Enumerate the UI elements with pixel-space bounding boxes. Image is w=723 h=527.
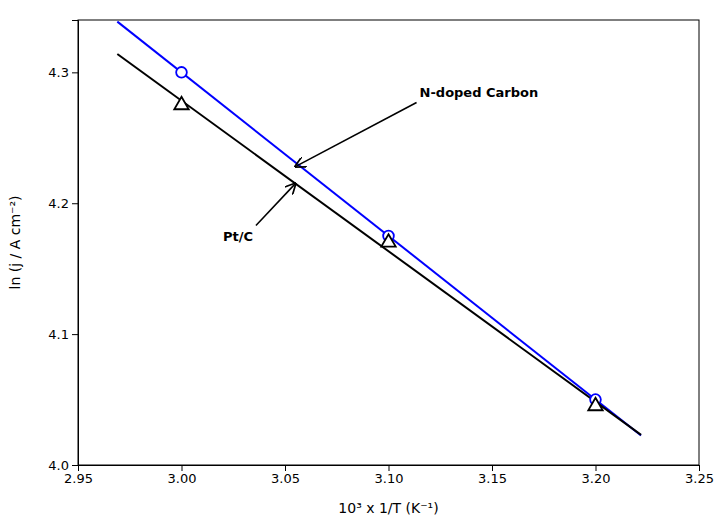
x-axis: 2.95 3.00 3.05 3.10 3.15 3.20 3.25 <box>64 465 714 486</box>
tick-mark <box>72 72 78 73</box>
tick-mark <box>72 334 78 335</box>
tick-mark <box>596 465 597 471</box>
data-point <box>174 97 188 109</box>
annotation: N-doped Carbon <box>420 85 539 100</box>
tick: 3.20 <box>582 465 611 486</box>
tick-label: 4.1 <box>48 327 69 342</box>
tick-mark <box>285 465 286 471</box>
tick-mark <box>182 465 183 471</box>
axis-line <box>79 466 700 472</box>
x-axis-title: 10³ x 1/T (K⁻¹) <box>338 500 438 516</box>
plot-frame <box>78 20 699 465</box>
data-point <box>588 398 602 410</box>
tick: 4.3 <box>48 65 78 80</box>
annotations: N-doped Carbon Pt/C <box>223 85 538 244</box>
tick: 4.1 <box>48 327 78 342</box>
tick-label: 4.2 <box>48 196 69 211</box>
tick-mark <box>389 465 390 471</box>
annotation-arrow <box>295 103 416 167</box>
fit-line <box>117 54 641 435</box>
tick-label: 4.3 <box>48 65 69 80</box>
tick: 3.05 <box>271 465 300 486</box>
tick-label: 3.10 <box>375 471 404 486</box>
tick-mark <box>72 465 78 466</box>
tick-label: 3.00 <box>168 471 197 486</box>
tick-label: 3.25 <box>685 471 714 486</box>
tick-label: 4.0 <box>48 458 69 473</box>
plot-area: 2.95 3.00 3.05 3.10 3.15 3.20 3.25 4.0 4.1 4.2 4.3… <box>48 20 714 486</box>
y-axis-title: ln (j / A cm⁻²) <box>7 195 23 289</box>
tick-mark <box>72 203 78 204</box>
tick: 3.10 <box>375 465 404 486</box>
tick: 4.2 <box>48 196 78 211</box>
tick-mark <box>492 465 493 471</box>
data-point <box>176 67 187 78</box>
tick: 3.00 <box>168 465 197 486</box>
tick-label: 3.05 <box>271 471 300 486</box>
tick-label: 3.15 <box>478 471 507 486</box>
tick: 4.0 <box>48 458 78 473</box>
tick-label: 2.95 <box>64 471 93 486</box>
data-point <box>381 234 395 246</box>
annotation-arrow <box>256 184 295 226</box>
tick-label: 3.20 <box>582 471 611 486</box>
tick: 3.25 <box>685 465 714 486</box>
annotation: Pt/C <box>223 229 253 244</box>
tick-mark <box>699 465 700 471</box>
y-axis: 4.0 4.1 4.2 4.3 <box>48 21 78 473</box>
marks <box>117 22 641 436</box>
fit-line <box>117 22 641 436</box>
tick: 3.15 <box>478 465 507 486</box>
chart: 2.95 3.00 3.05 3.10 3.15 3.20 3.25 4.0 4.1 4.2 4.3… <box>0 0 723 527</box>
